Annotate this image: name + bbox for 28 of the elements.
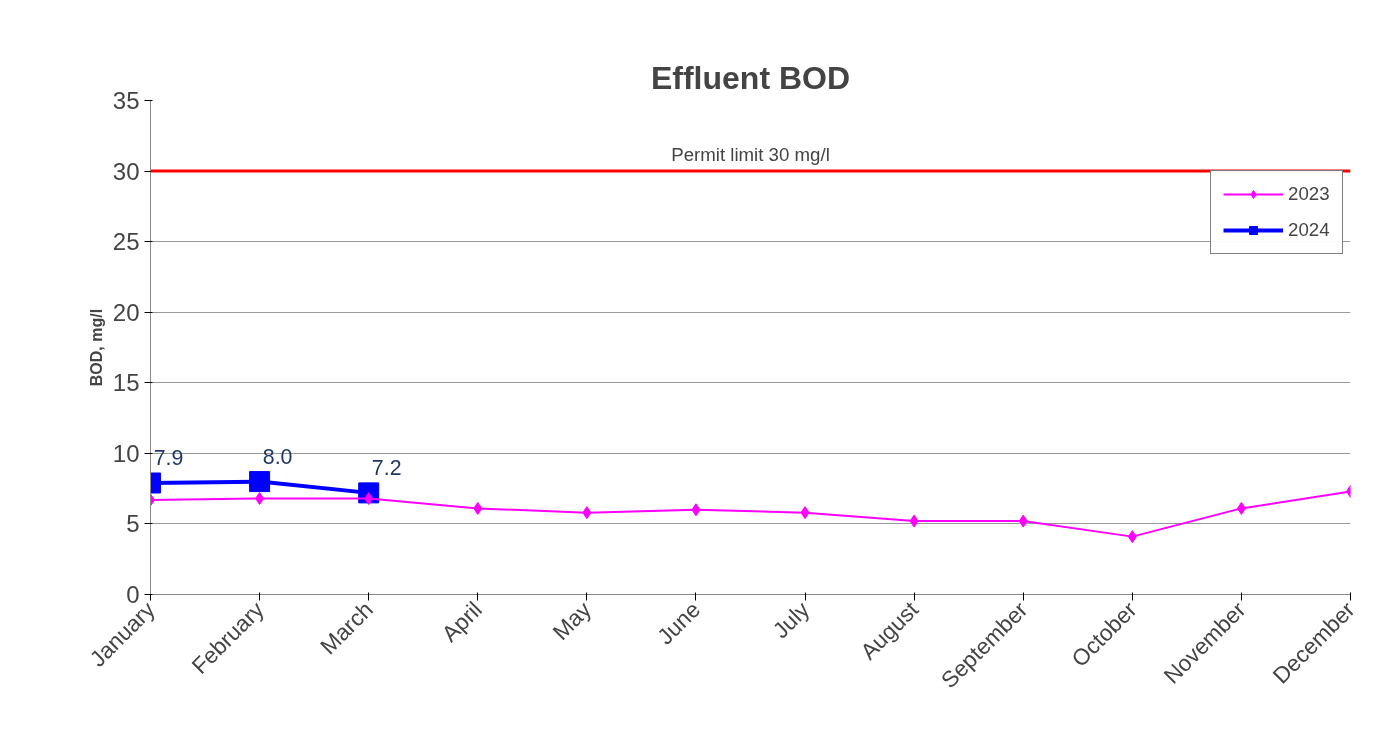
point	[1127, 530, 1137, 544]
point	[909, 514, 919, 528]
chart-title: Effluent BOD	[650, 59, 851, 96]
point	[1018, 514, 1028, 528]
y-tick-label: 20	[112, 298, 140, 326]
y-tick-label: 15	[112, 369, 140, 397]
point	[249, 471, 271, 493]
ref-line-label: Permit limit 30 mg/l	[671, 144, 830, 166]
data-label: 7.2	[371, 455, 402, 480]
point	[582, 506, 592, 520]
legend-label: 2023	[1288, 183, 1330, 205]
y-axis-title: BOD, mg/l	[87, 308, 105, 387]
point	[691, 503, 701, 517]
y-tick-label: 10	[112, 439, 140, 467]
x-tick-label: July	[767, 595, 815, 644]
y-tick-label: 0	[126, 581, 140, 608]
legend-label: 2024	[1288, 219, 1330, 241]
y-tick-label: 5	[126, 510, 140, 538]
point	[1236, 501, 1246, 515]
data-label: 8.0	[262, 444, 293, 469]
point	[800, 506, 810, 520]
data-label: 7.9	[153, 446, 184, 470]
x-tick-label: May	[547, 595, 597, 645]
y-tick-label: 30	[112, 157, 140, 185]
y-tick-label: 25	[112, 228, 140, 256]
point	[473, 501, 483, 515]
point	[255, 492, 265, 506]
y-tick-label: 35	[112, 87, 140, 114]
